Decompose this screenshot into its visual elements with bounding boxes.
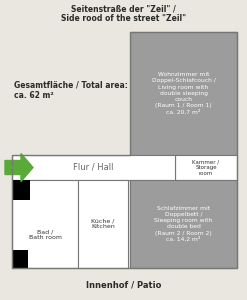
Bar — [12, 180, 30, 200]
Text: Kammer /
Storage
room: Kammer / Storage room — [192, 159, 220, 176]
Text: Innenhof / Patio: Innenhof / Patio — [86, 280, 161, 290]
Text: Küche /
Kitchen: Küche / Kitchen — [91, 219, 115, 230]
Text: Flur / Hall: Flur / Hall — [73, 163, 114, 172]
Bar — [175, 155, 237, 180]
Text: Wohnzimmer mit
Doppel-Schlafcouch /
Living room with
double sleeping
couch
(Raum: Wohnzimmer mit Doppel-Schlafcouch / Livi… — [152, 72, 215, 115]
Bar — [78, 180, 128, 268]
Text: Seitenstraße der "Zeil" /
Side rood of the street "Zeil": Seitenstraße der "Zeil" / Side rood of t… — [61, 4, 186, 23]
Text: Schlafzimmer mit
Doppelbett /
Sleeping room with
double bed
(Raum 2 / Room 2)
ca: Schlafzimmer mit Doppelbett / Sleeping r… — [154, 206, 213, 242]
Text: Gesamtfläche / Total area:
ca. 62 m²: Gesamtfläche / Total area: ca. 62 m² — [14, 80, 128, 100]
Bar — [12, 155, 175, 180]
Bar — [130, 32, 237, 155]
Bar — [12, 32, 130, 155]
Bar — [130, 180, 237, 268]
Text: Bad /
Bath room: Bad / Bath room — [28, 229, 62, 240]
Bar — [12, 250, 28, 268]
Polygon shape — [5, 154, 33, 182]
Bar — [12, 180, 78, 268]
